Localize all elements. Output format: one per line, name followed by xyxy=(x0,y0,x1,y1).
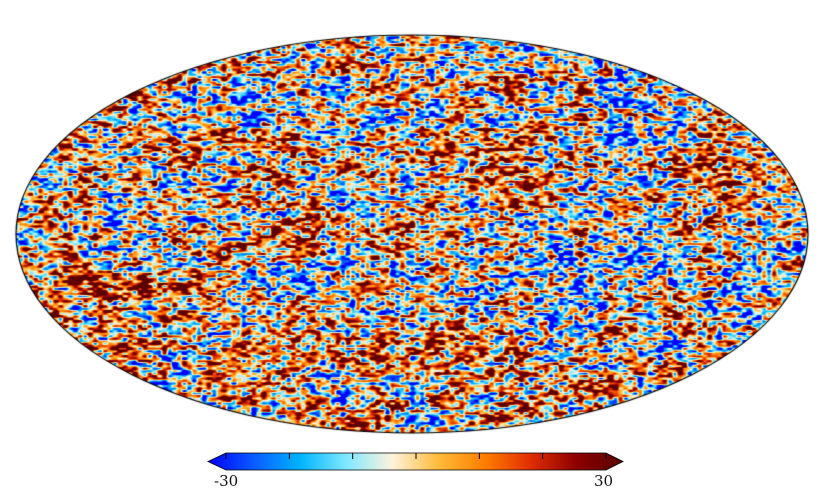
sky-map xyxy=(0,0,830,440)
colorbar-max-label: 30 xyxy=(594,472,614,490)
colorbar-ticks xyxy=(225,453,607,459)
colorbar-min-label: -30 xyxy=(214,472,239,490)
